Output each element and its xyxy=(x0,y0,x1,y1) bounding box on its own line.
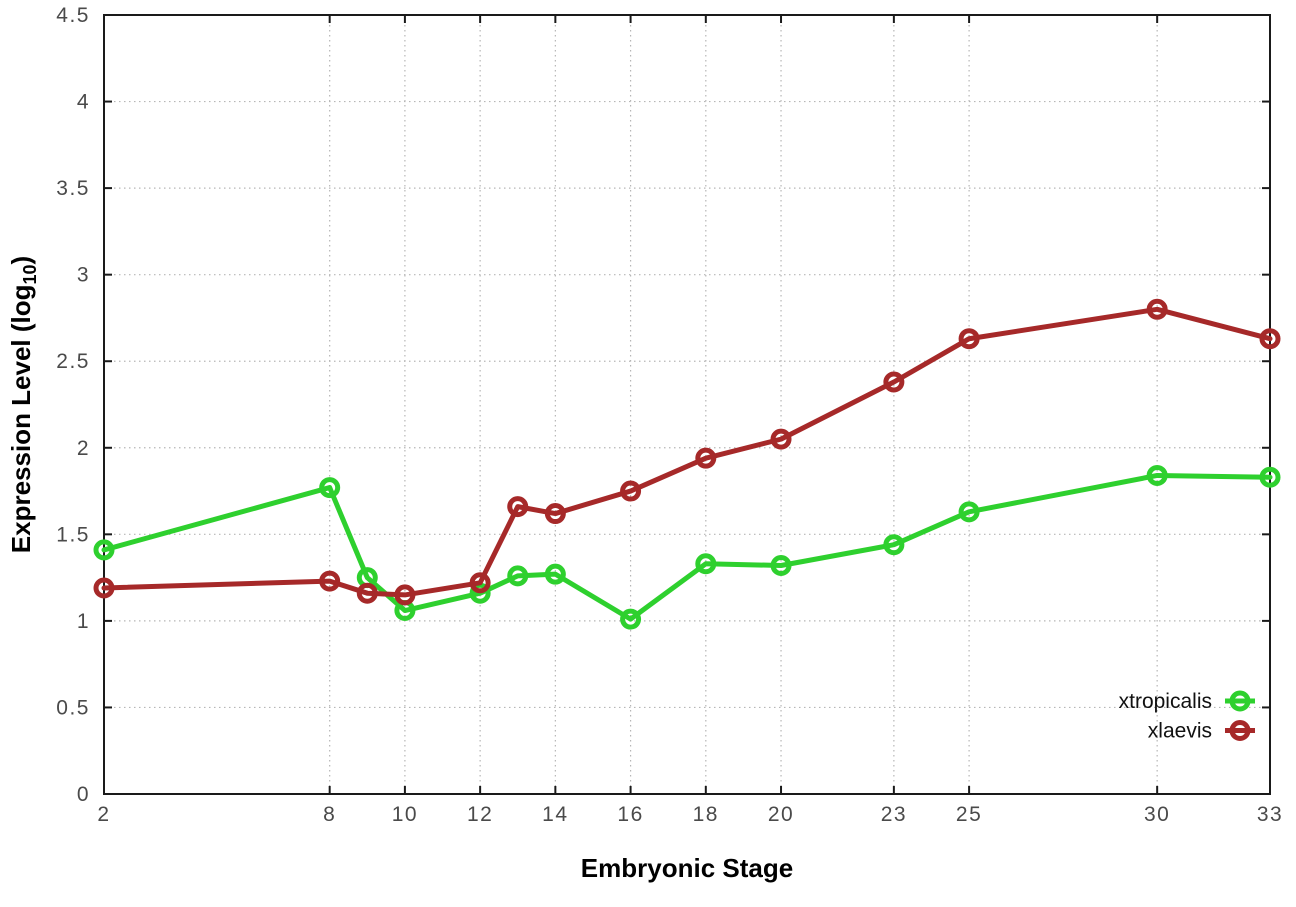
x-tick-label: 23 xyxy=(881,803,907,826)
x-tick-label: 12 xyxy=(467,803,493,826)
x-axis-title: Embryonic Stage xyxy=(581,853,793,883)
series-marker-xlaevis xyxy=(93,577,115,599)
series-marker-xlaevis xyxy=(1259,328,1281,350)
series-marker-xtropicalis xyxy=(620,608,642,630)
legend-label-xlaevis: xlaevis xyxy=(1148,720,1212,743)
series-marker-xlaevis xyxy=(1146,298,1168,320)
series-marker-xtropicalis xyxy=(883,534,905,556)
x-tick-label: 30 xyxy=(1144,803,1170,826)
series-marker-xlaevis xyxy=(620,480,642,502)
legend-sample-marker-xtropicalis xyxy=(1229,690,1251,712)
series-marker-xlaevis xyxy=(394,584,416,606)
series-marker-xtropicalis xyxy=(544,563,566,585)
x-tick-label: 14 xyxy=(542,803,568,826)
series-marker-xlaevis xyxy=(958,328,980,350)
series-marker-xlaevis xyxy=(544,503,566,525)
series-marker-xtropicalis xyxy=(93,539,115,561)
y-tick-label: 1.5 xyxy=(56,523,90,546)
series-marker-xtropicalis xyxy=(1259,466,1281,488)
series-marker-xlaevis xyxy=(883,371,905,393)
y-tick-label: 2.5 xyxy=(56,350,90,373)
x-tick-label: 33 xyxy=(1257,803,1283,826)
series-line-xtropicalis xyxy=(101,472,1273,622)
y-tick-label: 4 xyxy=(77,91,90,114)
series-marker-xlaevis xyxy=(507,496,529,518)
y-axis-title: Expression Level (log10) xyxy=(6,256,40,553)
x-tick-label: 2 xyxy=(97,803,110,826)
x-tick-label: 18 xyxy=(693,803,719,826)
series-marker-xlaevis xyxy=(695,447,717,469)
series-marker-xlaevis xyxy=(319,570,341,592)
y-tick-label: 0.5 xyxy=(56,696,90,719)
y-tick-label: 4.5 xyxy=(56,4,90,27)
y-tick-label: 2 xyxy=(77,437,90,460)
legend-sample-marker-xlaevis xyxy=(1229,720,1251,741)
series-marker-xtropicalis xyxy=(1146,464,1168,486)
series-marker-xtropicalis xyxy=(770,554,792,576)
x-tick-label: 8 xyxy=(323,803,336,826)
series-marker-xlaevis xyxy=(469,572,491,594)
series-line-xlaevis xyxy=(101,306,1273,598)
y-tick-label: 1 xyxy=(77,610,90,633)
x-tick-label: 16 xyxy=(617,803,643,826)
legend-label-xtropicalis: xtropicalis xyxy=(1119,690,1212,713)
series-marker-xtropicalis xyxy=(695,553,717,575)
series-marker-xlaevis xyxy=(356,582,378,604)
y-tick-label: 3.5 xyxy=(56,177,90,200)
series-marker-xtropicalis xyxy=(507,565,529,587)
x-tick-label: 25 xyxy=(956,803,982,826)
x-tick-label: 20 xyxy=(768,803,794,826)
series-marker-xtropicalis xyxy=(958,501,980,523)
x-tick-label: 10 xyxy=(392,803,418,826)
plot-border xyxy=(103,14,1271,795)
y-tick-label: 3 xyxy=(77,264,90,287)
series-marker-xtropicalis xyxy=(319,477,341,499)
y-tick-label: 0 xyxy=(77,783,90,806)
series-marker-xlaevis xyxy=(770,428,792,450)
